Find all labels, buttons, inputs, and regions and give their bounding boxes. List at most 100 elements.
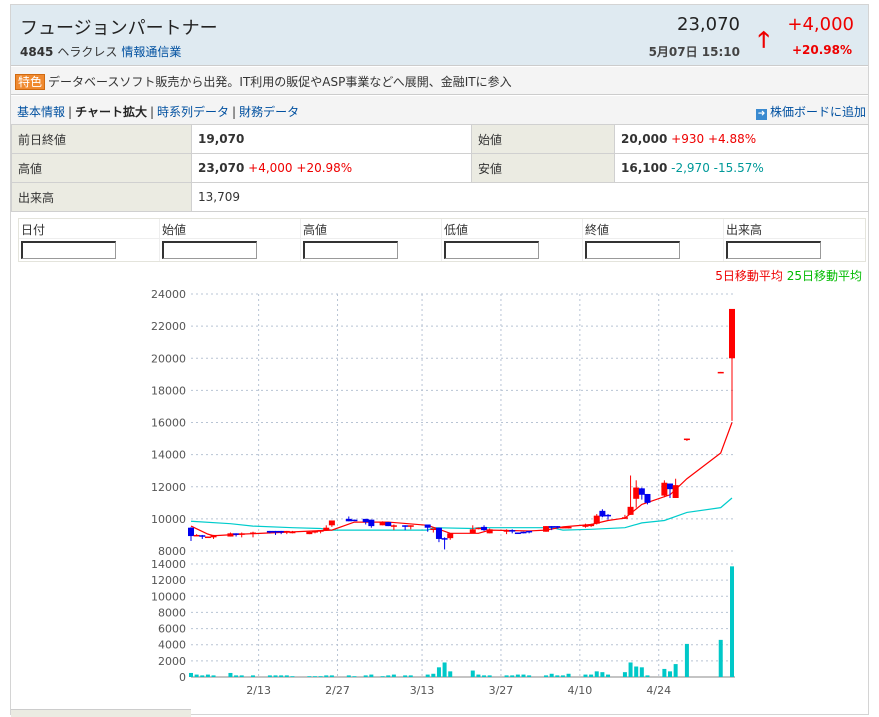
candle-body (283, 530, 290, 533)
volume-bar (369, 674, 374, 677)
sector-link[interactable]: 情報通信業 (121, 45, 182, 59)
open-input-label: 始値 (160, 219, 300, 239)
tab-timeseries[interactable]: 時系列データ (157, 105, 230, 119)
chart-legend: 5日移動平均 25日移動平均 (715, 267, 862, 284)
volume-bar (386, 675, 391, 677)
candle-body (306, 531, 313, 535)
open-label: 始値 (471, 124, 615, 154)
price-info-table: 前日終値 19,070 始値 20,000 +930 +4.88% 高値 23,… (11, 124, 869, 212)
close-input-label: 終値 (583, 219, 723, 239)
volume-bar (668, 671, 673, 677)
candle-body (424, 524, 431, 528)
date-input-label: 日付 (19, 219, 159, 239)
candle-body (441, 538, 448, 540)
stock-panel: フュージョンパートナー 4845 ヘラクレス 情報通信業 23,070 5月07日 … (10, 4, 869, 717)
candle-body (548, 526, 555, 528)
volume-bar (527, 675, 532, 677)
volume-bar (645, 675, 650, 677)
date-tick-label: 4/24 (646, 684, 671, 697)
high-input[interactable] (303, 241, 398, 259)
price-tick-label: 14000 (151, 449, 186, 462)
volume-bar (600, 672, 605, 677)
volume-input[interactable] (726, 241, 821, 259)
date-input[interactable] (21, 241, 116, 259)
volume-bar (211, 675, 216, 677)
volume-bar (544, 675, 549, 677)
volume-tick-label: 8000 (158, 606, 186, 619)
close-input[interactable] (585, 241, 680, 259)
table-row: 高値 23,070 +4,000 +20.98% 安値 16,100 -2,97… (11, 153, 869, 183)
volume-bar (628, 662, 633, 677)
price-tick-label: 12000 (151, 481, 186, 494)
price-tick-label: 22000 (151, 320, 186, 333)
volume-bar (329, 675, 334, 677)
volume-bar (639, 667, 644, 677)
volume-bar (662, 668, 667, 677)
candle-body (486, 529, 493, 534)
volume-bar (279, 675, 284, 677)
volume-bar (189, 672, 193, 677)
volume-bar (684, 643, 689, 677)
open-input[interactable] (162, 241, 257, 259)
add-to-board-button[interactable]: ➜ 株価ボードに追加 (755, 103, 866, 120)
candle-body (390, 525, 397, 527)
volume-value: 13,709 (191, 182, 869, 212)
candle-body (289, 531, 296, 534)
feature-badge: 特色 (15, 74, 46, 90)
candle-body (638, 488, 645, 495)
high-input-label: 高値 (301, 219, 441, 239)
volume-bar (606, 674, 611, 677)
tab-financial[interactable]: 財務データ (239, 105, 300, 119)
ma25-line (190, 497, 733, 531)
volume-tick-label: 2000 (158, 655, 186, 668)
volume-bar (487, 675, 492, 677)
legend-ma5: 5日移動平均 (715, 269, 783, 283)
volume-bar (589, 674, 594, 677)
volume-bar (352, 676, 357, 677)
volume-bar (234, 675, 239, 677)
candle-body (672, 485, 679, 498)
volume-bar (431, 673, 436, 677)
price-tick-label: 8000 (158, 545, 186, 558)
candle-body (188, 527, 194, 537)
volume-bar (290, 676, 295, 677)
volume-bar (521, 674, 526, 677)
volume-bar (408, 675, 413, 677)
volume-bar (318, 676, 323, 677)
volume-tick-label: 10000 (151, 590, 186, 603)
price-tick-label: 24000 (151, 288, 186, 301)
candle-body (430, 528, 437, 531)
tab-basic-info[interactable]: 基本情報 (17, 105, 66, 119)
volume-bar (380, 676, 385, 677)
candle-body (543, 526, 550, 532)
volume-bar (594, 671, 599, 677)
volume-bar (549, 673, 554, 677)
volume-bar (250, 675, 255, 677)
volume-bar (228, 672, 233, 677)
candle-body (266, 530, 273, 533)
low-input[interactable] (444, 241, 539, 259)
volume-bar (470, 670, 475, 677)
tab-chart[interactable]: チャート拡大 (75, 105, 147, 119)
volume-tick-label: 12000 (151, 574, 186, 587)
volume-bar (403, 675, 408, 677)
date-tick-label: 3/13 (410, 684, 435, 697)
volume-bar (284, 675, 289, 677)
volume-bar (346, 675, 351, 677)
candle-body (385, 522, 392, 527)
candle-body (475, 527, 482, 530)
volume-bar (194, 674, 199, 677)
candle-body (204, 536, 211, 539)
date-tick-label: 2/27 (325, 684, 350, 697)
volume-bar (510, 675, 515, 677)
volume-bar (583, 674, 588, 677)
candle-body (514, 532, 521, 535)
price-tick-label: 10000 (151, 513, 186, 526)
volume-bar (200, 675, 205, 677)
ohlc-input-row: 日付 始値 高値 低値 終値 出来高 (18, 218, 866, 262)
current-price: 23,070 (677, 14, 740, 35)
volume-tick-label: 0 (179, 671, 186, 684)
candle-body (599, 510, 606, 517)
candle-body (227, 533, 234, 537)
